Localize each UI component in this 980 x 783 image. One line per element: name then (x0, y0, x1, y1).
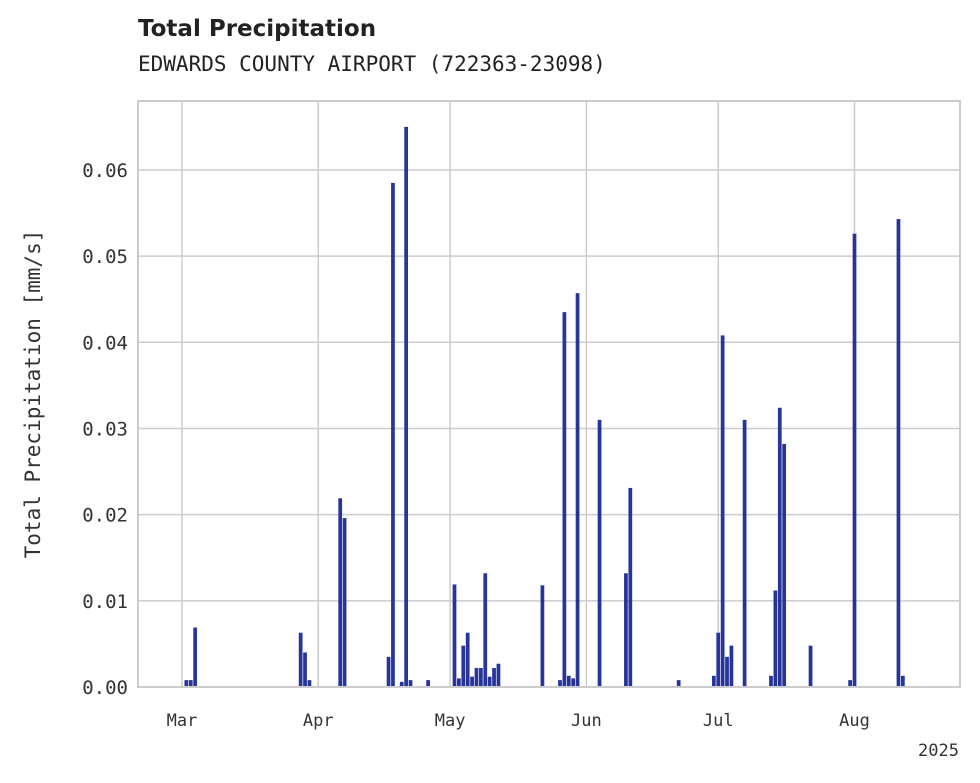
y-tick-label: 0.03 (82, 418, 128, 440)
y-ticks: 0.00 0.01 0.02 0.03 0.04 0.05 0.06 (82, 160, 128, 699)
precip-bar (896, 219, 901, 687)
precip-bar (298, 632, 303, 687)
x-tick-label: Jul (703, 711, 734, 731)
precip-bar (408, 680, 413, 687)
precip-bar (597, 419, 602, 687)
precip-bar (391, 182, 395, 687)
plot-frame (137, 100, 961, 688)
x-tick-label: May (435, 711, 466, 731)
precip-bar (716, 632, 721, 687)
precip-bar (729, 645, 734, 687)
y-tick-label: 0.06 (82, 160, 128, 182)
precip-bar (474, 668, 479, 687)
precip-bar (782, 443, 787, 687)
precip-bar (457, 678, 461, 687)
precip-bar (711, 675, 716, 687)
precip-bar (575, 293, 580, 687)
grid-lines (138, 101, 960, 688)
year-label: 2025 (918, 741, 959, 761)
precip-bar (465, 632, 470, 687)
precip-bar (188, 680, 193, 687)
y-tick-label: 0.04 (82, 332, 128, 354)
precip-bar (470, 676, 474, 687)
precip-bar (720, 335, 725, 687)
x-tick-label: Apr (303, 711, 334, 731)
precip-bar (571, 678, 576, 687)
precip-bar (628, 487, 633, 687)
precip-bar (852, 233, 857, 687)
precip-bar (562, 312, 567, 687)
precip-bar (742, 419, 747, 687)
precip-bar (461, 645, 466, 687)
precip-bar (777, 407, 782, 687)
precip-bar (848, 680, 852, 687)
precip-bar (404, 126, 409, 687)
precip-bar (676, 680, 681, 687)
precip-bar (386, 656, 391, 687)
precip-bar (566, 675, 571, 687)
x-ticks: Mar Apr May Jun Jul Aug (167, 711, 870, 731)
precip-bar (338, 498, 343, 687)
precip-bar (193, 627, 198, 687)
precip-bar (184, 680, 189, 687)
chart-subtitle: EDWARDS COUNTY AIRPORT (722363-23098) (138, 52, 606, 76)
precip-bar (624, 573, 628, 687)
precip-bar (558, 680, 562, 687)
x-tick-label: Mar (167, 711, 198, 731)
precip-bar (773, 590, 778, 687)
y-tick-label: 0.02 (82, 505, 128, 527)
x-tick-label: Jun (571, 711, 602, 731)
precip-bar (725, 656, 729, 687)
y-tick-label: 0.05 (82, 246, 128, 268)
y-axis-label: Total Precipitation [mm/s] (21, 230, 45, 559)
precip-bar (452, 584, 457, 687)
precip-bar (487, 676, 492, 687)
bars (184, 126, 905, 687)
precip-bar (769, 675, 773, 687)
precip-bar (342, 518, 347, 687)
precip-bar (307, 680, 312, 687)
precip-bar (540, 585, 545, 687)
precip-bar (496, 663, 501, 687)
y-tick-label: 0.00 (82, 677, 128, 699)
precip-bar (426, 680, 430, 687)
precip-bar (808, 645, 813, 687)
precip-bar (492, 668, 496, 687)
precip-bar (399, 681, 404, 687)
precip-bar (303, 652, 307, 687)
precip-bar (478, 668, 483, 687)
y-tick-label: 0.01 (82, 591, 128, 613)
x-tick-label: Aug (839, 711, 870, 731)
precip-bar (900, 675, 905, 687)
precip-bar (483, 573, 488, 687)
chart-title: Total Precipitation (138, 16, 377, 42)
